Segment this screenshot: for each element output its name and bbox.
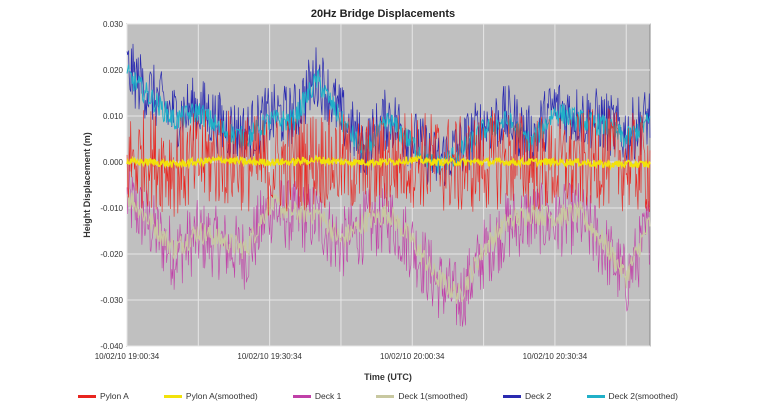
legend-label: Deck 2	[524, 391, 552, 401]
legend-swatch	[163, 394, 182, 398]
y-axis-ticks: 0.030 0.020 0.010 0.000 -0.010 -0.020 -0.030 -0…	[100, 20, 123, 351]
y-tick-label: -0.010	[100, 204, 123, 213]
y-tick-label: 0.010	[103, 112, 124, 121]
x-tick-label: 10/02/10 19:00:34	[95, 352, 160, 361]
x-tick-label: 10/02/10 19:30:34	[237, 352, 302, 361]
y-tick-label: -0.030	[100, 296, 123, 305]
legend-label: Deck 1	[314, 391, 342, 401]
series-layer	[126, 43, 651, 327]
legend-item: Deck 2(smoothed)	[586, 391, 678, 401]
legend-item: Deck 1(smoothed)	[376, 391, 468, 401]
legend-item: Deck 2	[502, 391, 552, 401]
series-line-deck-1	[126, 164, 651, 327]
legend-swatch	[502, 394, 521, 398]
y-tick-label: 0.030	[103, 20, 124, 29]
legend-label: Deck 1(smoothed)	[398, 391, 468, 401]
y-tick-label: 0.020	[103, 66, 124, 75]
x-tick-label: 10/02/10 20:30:34	[523, 352, 588, 361]
x-axis-label: Time (UTC)	[364, 372, 412, 382]
legend-label: Pylon A(smoothed)	[185, 391, 258, 401]
chart-title: 20Hz Bridge Displacements	[311, 8, 455, 20]
legend-swatch	[78, 394, 96, 398]
legend-item: Deck 1	[292, 391, 342, 401]
legend-label: Pylon A	[100, 391, 129, 401]
y-tick-label: -0.020	[100, 250, 123, 259]
legend-swatch	[292, 394, 311, 398]
y-tick-label: -0.040	[100, 342, 123, 351]
y-axis-label: Height Displacement (m)	[82, 132, 92, 238]
x-tick-label: 10/02/10 20:00:34	[380, 352, 445, 361]
legend-item: Pylon A	[78, 391, 129, 401]
legend-swatch	[376, 394, 395, 398]
legend-item: Pylon A(smoothed)	[163, 391, 258, 401]
series-line-pylon-a-smoothed-	[126, 154, 651, 171]
legend-label: Deck 2(smoothed)	[608, 391, 678, 401]
series-line-deck-2-smoothed-	[126, 64, 651, 176]
series-line-deck-1-smoothed-	[126, 192, 651, 304]
y-tick-label: 0.000	[103, 158, 124, 167]
legend-swatch	[586, 394, 605, 398]
plot-area	[126, 23, 651, 347]
legend: Pylon A Pylon A(smoothed) Deck 1 Deck 1(smo…	[78, 386, 678, 406]
x-axis-ticks: 10/02/10 19:00:34 10/02/10 19:30:34 10/02/…	[95, 352, 588, 361]
series-line-pylon-a	[126, 108, 651, 217]
